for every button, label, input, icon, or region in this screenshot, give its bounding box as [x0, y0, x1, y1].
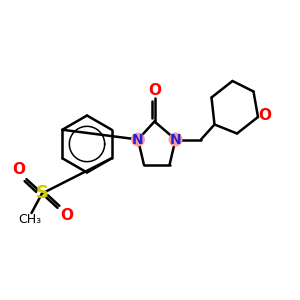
- Text: O: O: [258, 108, 271, 123]
- Text: N: N: [132, 133, 144, 146]
- Text: CH₃: CH₃: [18, 213, 42, 226]
- Text: S: S: [35, 184, 49, 202]
- Text: O: O: [148, 83, 161, 98]
- Text: O: O: [12, 162, 26, 177]
- Circle shape: [132, 133, 144, 146]
- Text: O: O: [60, 208, 74, 224]
- Text: N: N: [170, 133, 181, 146]
- Circle shape: [169, 133, 182, 146]
